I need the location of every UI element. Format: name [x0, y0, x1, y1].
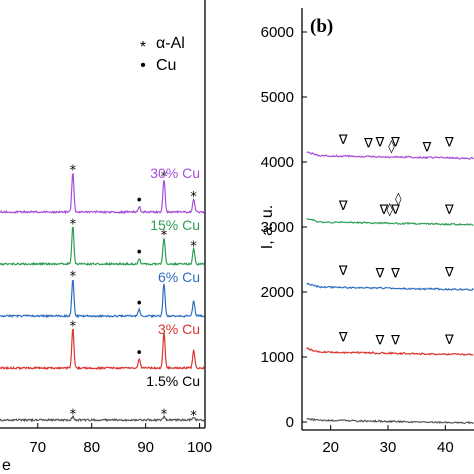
phase-marker: ∇: [338, 199, 348, 214]
phase-marker: ◊: [387, 202, 394, 217]
phase-marker: ∇: [390, 135, 400, 150]
peak-marker: *: [70, 319, 77, 334]
phase-marker: ∇: [444, 203, 454, 218]
peak-marker: *: [190, 190, 197, 205]
series-label-a: 6% Cu: [158, 269, 200, 285]
series-line-a: [0, 279, 205, 319]
x-tick-label-a: 90: [137, 439, 154, 456]
phase-marker: ∇: [375, 135, 385, 150]
peak-marker: *: [161, 170, 168, 185]
series-line-b: [306, 417, 474, 425]
phase-marker: ◊: [388, 139, 395, 154]
y-tick-label-b: 2000: [261, 284, 294, 301]
phase-marker: ∇: [390, 334, 400, 349]
series-line-b: [306, 282, 474, 292]
peak-marker: *: [70, 163, 77, 178]
peak-marker: *: [161, 229, 168, 244]
phase-marker: ∇: [390, 267, 400, 282]
peak-marker: •: [135, 194, 143, 209]
y-axis-title-b: I, a. u.: [259, 205, 276, 249]
peak-marker: *: [70, 408, 77, 423]
y-tick-label-b: 5000: [261, 89, 294, 106]
x-tick-label-a: 70: [29, 439, 46, 456]
peak-marker: *: [190, 240, 197, 255]
phase-marker: ∇: [375, 267, 385, 282]
phase-marker: ◊: [395, 192, 402, 207]
peak-marker: •: [135, 246, 143, 261]
legend-symbol: *: [140, 39, 146, 56]
phase-marker: ∇: [444, 333, 454, 348]
x-tick-label-b: 40: [437, 439, 454, 456]
series-label-a: 3% Cu: [158, 321, 200, 337]
x-tick-label-a: 100: [187, 439, 212, 456]
peak-marker: *: [161, 408, 168, 423]
series-line-a: [0, 172, 206, 215]
series-line-a: [0, 328, 206, 371]
series-line-b: [306, 151, 474, 160]
peak-marker: •: [135, 346, 143, 361]
phase-marker: ∇: [444, 265, 454, 280]
series-line-b: [306, 347, 474, 357]
phase-marker: ∇: [338, 133, 348, 148]
peak-marker: *: [70, 218, 77, 233]
legend-label: Cu: [156, 57, 176, 74]
phase-marker: ∇: [422, 141, 432, 156]
phase-marker: ∇: [338, 264, 348, 279]
x-tick-label-b: 20: [322, 439, 339, 456]
peak-marker: •: [135, 296, 143, 311]
y-tick-label-b: 0: [286, 414, 294, 431]
y-tick-label-b: 6000: [261, 24, 294, 41]
series-line-b: [306, 217, 474, 227]
y-tick-label-b: 1000: [261, 349, 294, 366]
series-label-a: 15% Cu: [150, 217, 200, 233]
phase-marker: ∇: [379, 203, 389, 218]
series-line-a: [0, 226, 205, 267]
y-tick-label-b: 4000: [261, 154, 294, 171]
x-axis-title-fragment: e: [2, 457, 11, 474]
series-label-a: 1.5% Cu: [146, 373, 200, 389]
phase-marker: ∇: [444, 135, 454, 150]
panel-label-b: (b): [310, 16, 333, 37]
series-line-a: [0, 415, 206, 423]
peak-marker: *: [70, 270, 77, 285]
y-tick-label-b: 3000: [261, 219, 294, 236]
phase-marker: ∇: [363, 137, 373, 152]
panel-b: 0 1000 2000 3000 4000 5000 6000 20 30 40 (b) I, a. …: [245, 0, 474, 474]
peak-marker: *: [190, 409, 197, 424]
series-label-a: 30% Cu: [150, 165, 200, 181]
legend-label: α-Al: [156, 35, 185, 52]
legend-symbol: •: [140, 57, 146, 74]
panel-b-background: [245, 0, 474, 474]
phase-marker: ∇: [390, 203, 400, 218]
x-tick-label-a: 80: [83, 439, 100, 456]
phase-marker: ∇: [375, 334, 385, 349]
phase-marker: ∇: [338, 330, 348, 345]
x-tick-label-b: 30: [380, 439, 397, 456]
